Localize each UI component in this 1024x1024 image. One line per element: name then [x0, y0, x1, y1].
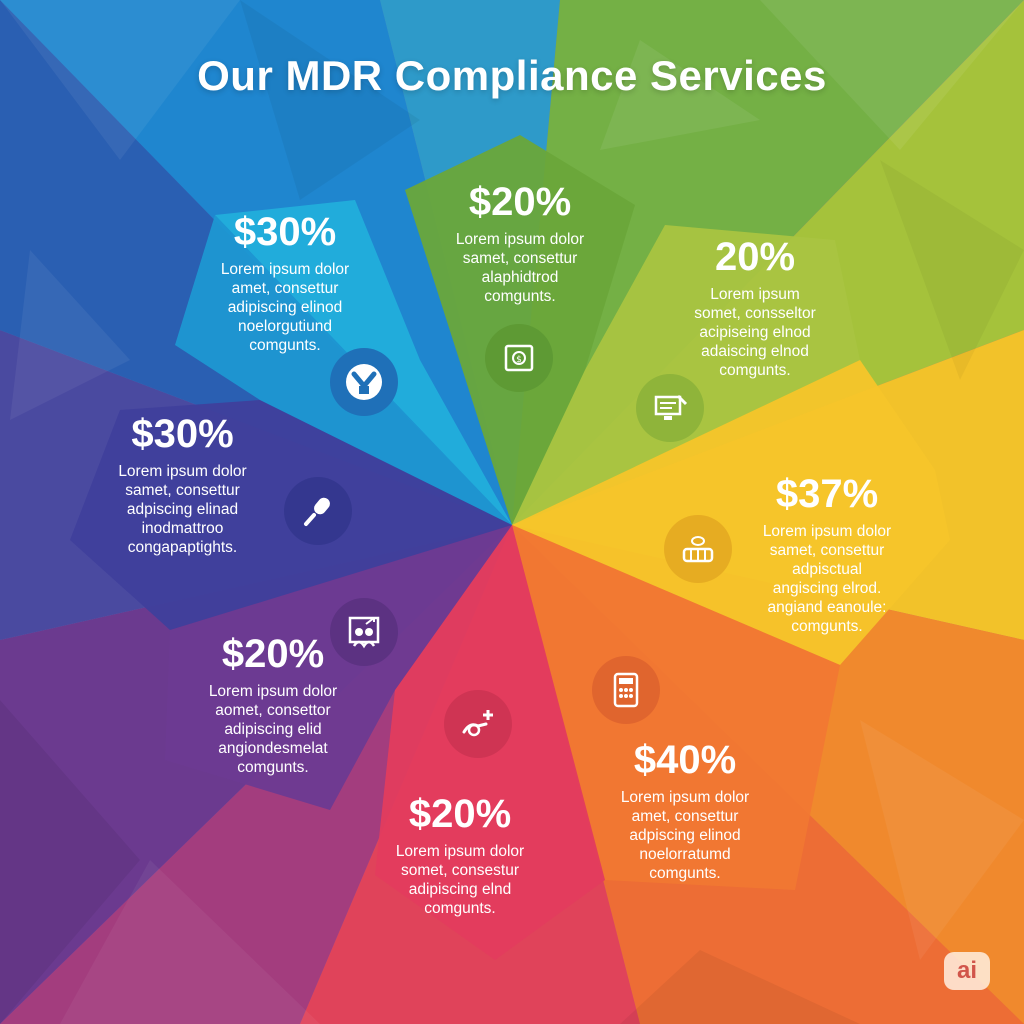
segment-bottom: $20% Lorem ipsum dolor somet, consestur …	[375, 792, 545, 918]
shield-badge-icon	[330, 348, 398, 416]
segment-value: $20%	[221, 632, 325, 676]
segment-top-left: $30% Lorem ipsum dolor amet, consettur a…	[200, 210, 370, 355]
segment-left: $30% Lorem ipsum dolor samet, consettur …	[95, 412, 270, 557]
segment-description: Lorem ipsum dolor aomet, consettor adipi…	[208, 683, 338, 776]
segment-description: Lorem ipsum dolor samet, consettur alaph…	[455, 231, 585, 305]
segment-top-right: 20% Lorem ipsum somet, consseltor acipis…	[670, 235, 840, 380]
coins-stack-icon	[664, 515, 732, 583]
people-growth-icon	[330, 598, 398, 666]
segment-top: $20% Lorem ipsum dolor samet, consettur …	[430, 180, 610, 306]
segment-value: $20%	[408, 792, 512, 836]
hand-plus-icon	[444, 690, 512, 758]
money-document-icon: $	[485, 324, 553, 392]
page-title: Our MDR Compliance Services	[197, 52, 827, 99]
segment-value: $37%	[775, 472, 879, 516]
segment-bottom-right: $40% Lorem ipsum dolor amet, consettur a…	[600, 738, 770, 883]
segment-value: 20%	[714, 235, 796, 279]
microphone-icon	[284, 477, 352, 545]
segment-value: $40%	[633, 738, 737, 782]
segment-value: $30%	[131, 412, 234, 456]
segment-description: Lorem ipsum dolor somet, consestur adipi…	[395, 843, 525, 917]
segment-description: Lorem ipsum dolor samet, consettur adpis…	[118, 463, 247, 556]
segment-description: Lorem ipsum dolor amet, consettur adipis…	[220, 261, 350, 354]
segment-right: $37% Lorem ipsum dolor samet, consettur …	[742, 472, 912, 636]
ai-badge: ai	[944, 952, 990, 990]
segment-value: $30%	[233, 210, 337, 254]
segment-description: Lorem ipsum dolor amet, consettur adpisc…	[620, 789, 750, 882]
segment-description: Lorem ipsum somet, consseltor acipiseing…	[694, 286, 816, 379]
segment-value: $20%	[468, 180, 572, 224]
segment-description: Lorem ipsum dolor samet, consettur adpis…	[762, 523, 892, 635]
calculator-icon	[592, 656, 660, 724]
computer-tools-icon	[636, 374, 704, 442]
svg-text:$: $	[516, 355, 522, 365]
segment-bottom-left: $20% Lorem ipsum dolor aomet, consettor …	[188, 632, 358, 777]
